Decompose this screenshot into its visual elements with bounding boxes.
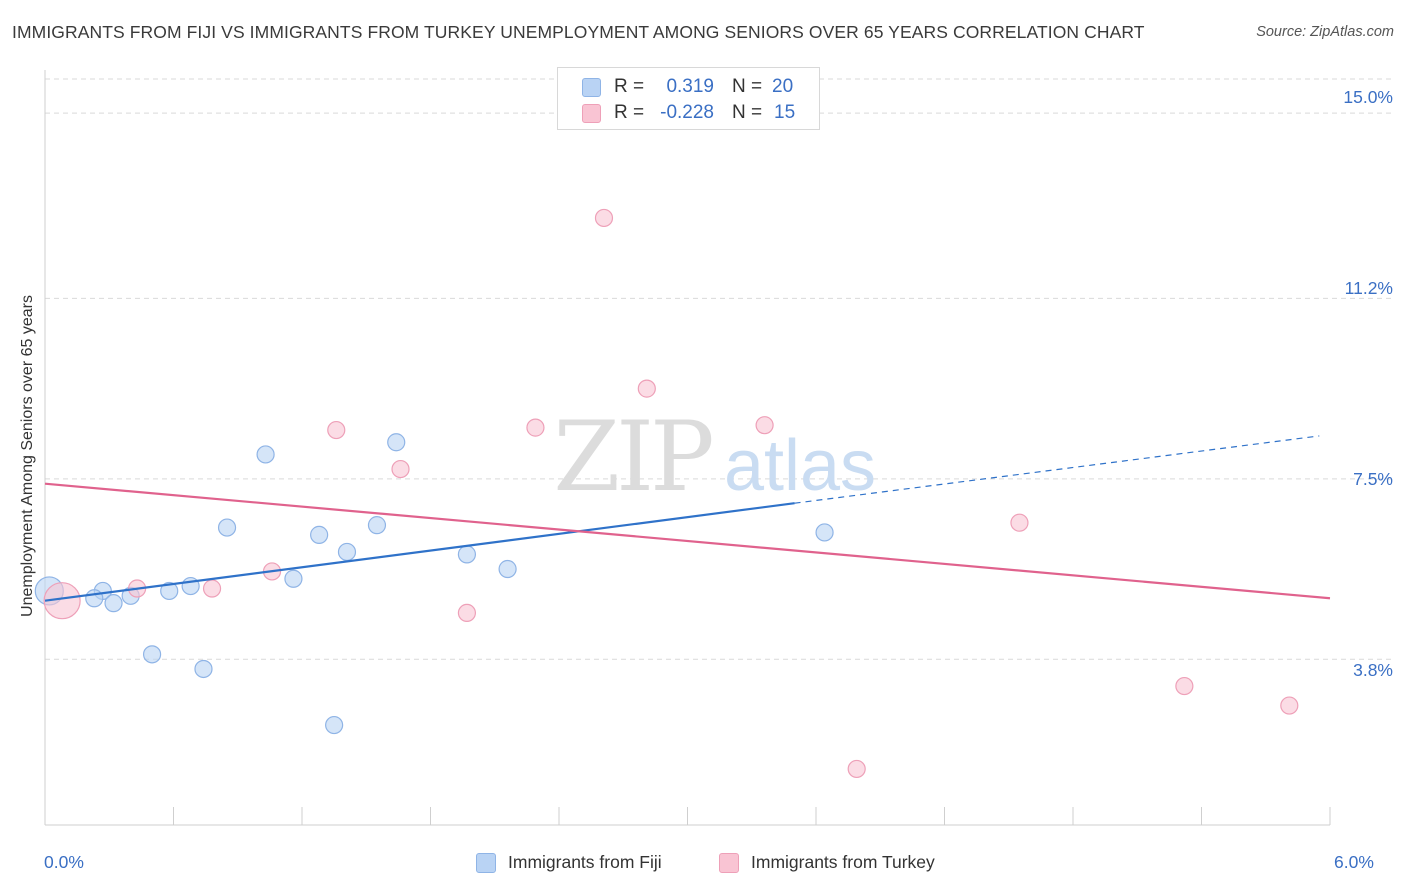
fiji-point [310,525,329,544]
turkey-point [594,208,614,228]
watermark-zip: ZIP [553,401,712,513]
turkey-point [457,603,477,623]
fiji-point [815,523,834,542]
fiji-point [367,516,387,535]
y-tick-label: 11.2% [1344,278,1393,298]
turkey-point [637,379,656,398]
fiji-point [325,715,344,735]
turkey-swatch [582,104,601,123]
turkey-r-value: -0.228 [660,102,714,123]
turkey-point [391,459,410,479]
fiji-point [104,594,123,613]
turkey-point [202,579,222,598]
fiji-r-label: R = [614,76,645,97]
fiji-point [85,589,104,608]
watermark: ZIP atlas [553,401,876,513]
correlation-legend: R = 0.319 N = 20 R = -0.228 N = 15 [557,67,820,130]
fiji-n-label: N = [732,76,763,97]
turkey-point [1010,513,1029,532]
turkey-point [526,418,545,437]
fiji-point [337,542,357,562]
turkey-point [847,759,866,779]
turkey-point [327,420,346,440]
fiji-point [217,518,237,537]
turkey-point [43,582,81,620]
gridlines [45,78,1392,660]
watermark-atlas: atlas [724,426,876,506]
x-tick-label: 6.0% [1334,852,1374,872]
turkey-point [1280,696,1299,715]
turkey-point [1175,676,1194,696]
turkey-n-value: 15 [774,102,796,123]
y-tick-label: 15.0% [1343,87,1393,107]
fiji-legend-swatch [476,853,496,873]
fiji-legend-label: Immigrants from Fiji [508,852,662,872]
fiji-r-value: 0.319 [666,76,714,97]
fiji-point [498,559,517,579]
fiji-point [160,581,179,601]
fiji-point [256,445,275,464]
chart-title: IMMIGRANTS FROM FIJI VS IMMIGRANTS FROM … [12,22,1145,42]
fiji-point [194,659,213,679]
y-tick-label: 7.5% [1353,469,1393,489]
axes [44,70,1331,826]
turkey-r-label: R = [614,102,645,123]
x-tick-label: 0.0% [44,852,84,872]
fiji-point [457,545,477,564]
turkey-n-label: N = [732,102,763,123]
turkey-trend-line [44,482,1331,600]
fiji-point [387,433,406,452]
fiji-point [142,645,162,664]
source-label: Source: ZipAtlas.com [1256,24,1394,40]
fiji-trend-extension [794,435,1320,504]
fiji-point [284,569,303,588]
y-tick-label: 3.8% [1353,660,1393,680]
turkey-point [755,416,774,435]
turkey-legend-label: Immigrants from Turkey [751,852,935,872]
fiji-n-value: 20 [772,76,794,97]
turkey-legend-swatch [719,853,739,873]
trend-lines [44,435,1331,602]
fiji-trend-line [44,502,795,602]
fiji-swatch [582,78,601,97]
